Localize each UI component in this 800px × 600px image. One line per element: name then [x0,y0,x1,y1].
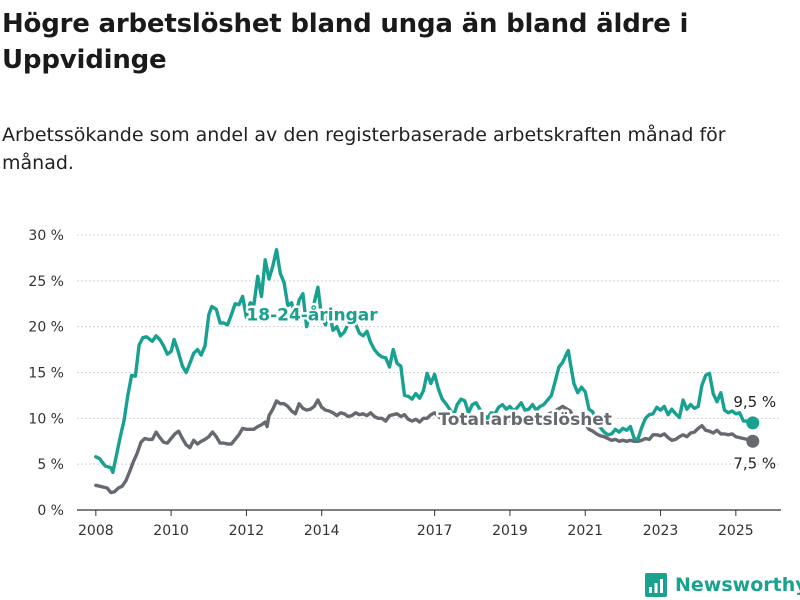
x-tick-label: 2023 [643,523,679,539]
chart-title: Högre arbetslöshet bland unga än bland ä… [2,9,689,75]
end-point-marker [746,434,760,448]
x-tick-label: 2008 [78,523,114,539]
y-tick-label: 10 % [28,411,64,427]
x-tick-label: 2014 [304,523,340,539]
series-lines [94,248,760,495]
y-tick-label: 30 % [28,228,64,244]
brand-name: Newsworthy [675,574,800,596]
y-tick-label: 5 % [37,457,64,473]
y-axis-ticks: 0 % 5 % 10 % 15 % 20 % 25 % 30 % [28,228,64,519]
y-tick-label: 20 % [28,320,64,336]
y-tick-label: 0 % [37,503,64,519]
end-label-total: 7,5 % [733,454,776,472]
series-label-youth: 18-24-åringar [246,303,378,325]
line-chart: 0 %5 %10 %15 %20 %25 %30 % 2008 2010 2012 2… [28,228,781,539]
y-tick-label: 25 % [28,274,64,290]
x-tick-label: 2025 [718,523,754,539]
series-line [94,398,755,495]
y-tick-label: 15 % [28,366,64,382]
series-label-total: Total arbetslöshet [438,410,612,430]
x-axis: 2008 2010 2012 2014 2017 2019 2021 2023 2025 [78,510,754,539]
x-tick-label: 2010 [153,523,189,539]
series-line [94,248,755,475]
x-tick-label: 2012 [229,523,265,539]
x-tick-label: 2017 [417,523,453,539]
x-tick-label: 2021 [567,523,603,539]
end-point-marker [746,416,760,430]
brand-logo: Newsworthy [645,570,800,600]
series-labels: 18-24-åringar Total arbetslöshet 9,5 % 7,5 … [244,301,776,473]
x-tick-label: 2019 [492,523,528,539]
end-label-youth: 9,5 % [733,393,776,411]
chart-subtitle: Arbetssökande som andel av den registerb… [2,124,726,174]
newsworthy-chart-logo-icon [645,573,667,597]
gridlines [77,234,781,511]
